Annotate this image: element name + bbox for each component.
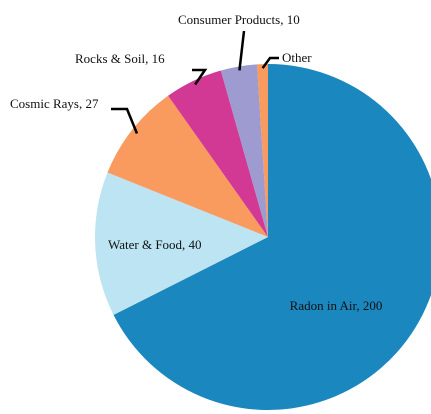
label-rocks-soil: Rocks & Soil, 16 xyxy=(75,51,165,66)
leader-lines xyxy=(111,30,279,134)
leader-consumer-products xyxy=(238,30,246,71)
leader-rocks-soil xyxy=(192,68,208,86)
slice-cosmic-rays xyxy=(107,95,269,237)
leader-cosmic-rays xyxy=(111,107,139,134)
slice-water-food xyxy=(95,172,269,315)
slice-rocks-soil xyxy=(168,70,268,237)
pie-slices xyxy=(95,64,431,410)
label-water-food: Water & Food, 40 xyxy=(108,237,202,252)
label-radon-in-air: Radon in Air, 200 xyxy=(290,298,383,313)
slice-other xyxy=(256,64,268,237)
label-consumer-products: Consumer Products, 10 xyxy=(178,12,300,27)
label-cosmic-rays: Cosmic Rays, 27 xyxy=(10,96,99,111)
label-other: Other xyxy=(282,50,312,65)
leader-other xyxy=(261,56,279,69)
slice-consumer-products xyxy=(220,64,268,237)
slice-radon-in-air xyxy=(113,64,431,410)
